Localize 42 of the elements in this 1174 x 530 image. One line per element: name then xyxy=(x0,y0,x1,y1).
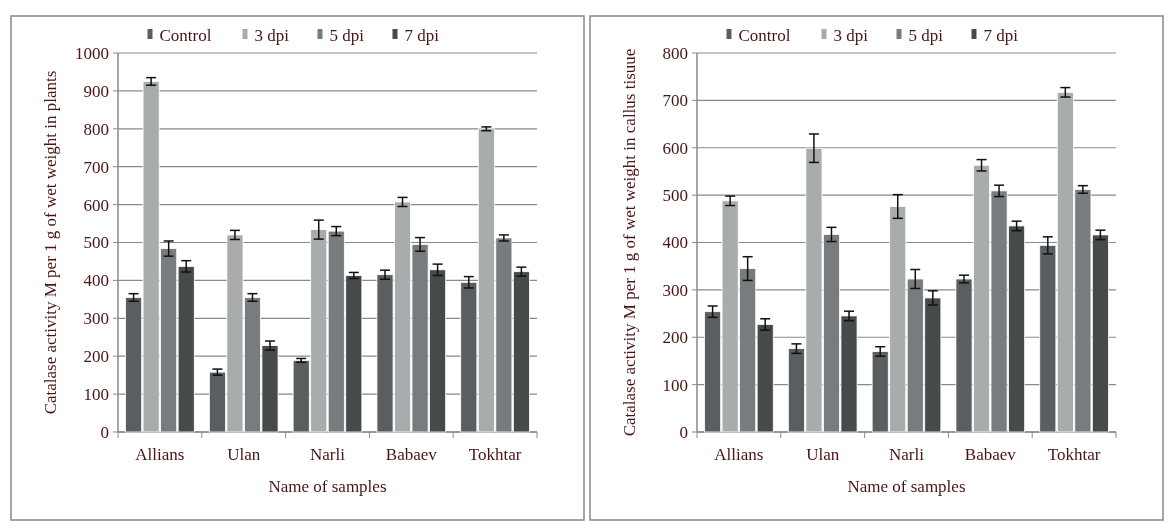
x-tick-label: Tokhtar xyxy=(1047,445,1101,464)
x-axis-title: Name of samples xyxy=(268,477,387,496)
y-axis-title: Catalase activity M per 1 g of wet weight in callus tisuue xyxy=(620,48,639,437)
y-tick-label: 800 xyxy=(83,119,109,139)
x-tick-label: Babaev xyxy=(385,445,438,464)
y-tick-label: 300 xyxy=(83,309,109,329)
y-tick-label: 800 xyxy=(662,43,688,63)
y-tick-label: 0 xyxy=(679,422,688,442)
y-tick-label: 700 xyxy=(83,157,109,177)
x-tick-label: Ulan xyxy=(227,445,261,464)
y-tick-label: 400 xyxy=(662,233,688,253)
x-tick-label: Ulan xyxy=(806,445,840,464)
x-tick-label: Tokhtar xyxy=(468,445,522,464)
y-tick-label: 600 xyxy=(662,138,688,158)
x-tick-label: Babaev xyxy=(964,445,1017,464)
x-tick-label: Allians xyxy=(714,445,764,464)
y-tick-label: 200 xyxy=(662,328,688,348)
y-tick-label: 100 xyxy=(662,375,688,395)
x-tick-label: Allians xyxy=(135,445,185,464)
x-tick-label: Narli xyxy=(310,445,346,464)
legend-label: 7 dpi xyxy=(404,25,440,45)
y-tick-label: 700 xyxy=(662,91,688,111)
y-tick-label: 0 xyxy=(100,422,109,442)
y-tick-label: 200 xyxy=(83,347,109,367)
legend-label: Control xyxy=(159,25,212,45)
legend-label: 7 dpi xyxy=(983,25,1019,45)
x-tick-label: Narli xyxy=(889,445,925,464)
legend-label: 5 dpi xyxy=(329,25,365,45)
legend-label: 5 dpi xyxy=(908,25,944,45)
legend-label: 3 dpi xyxy=(833,25,869,45)
y-tick-label: 600 xyxy=(83,195,109,215)
y-tick-label: 100 xyxy=(83,385,109,405)
y-tick-label: 1000 xyxy=(75,43,109,63)
legend-label: 3 dpi xyxy=(254,25,290,45)
y-axis-title: Catalase activity M per 1 g of wet weight in plants xyxy=(41,70,60,415)
legend-label: Control xyxy=(738,25,791,45)
x-axis-title: Name of samples xyxy=(847,477,966,496)
y-tick-label: 300 xyxy=(662,280,688,300)
y-tick-label: 900 xyxy=(83,81,109,101)
y-tick-label: 500 xyxy=(662,186,688,206)
y-tick-label: 500 xyxy=(83,233,109,253)
y-tick-label: 400 xyxy=(83,271,109,291)
